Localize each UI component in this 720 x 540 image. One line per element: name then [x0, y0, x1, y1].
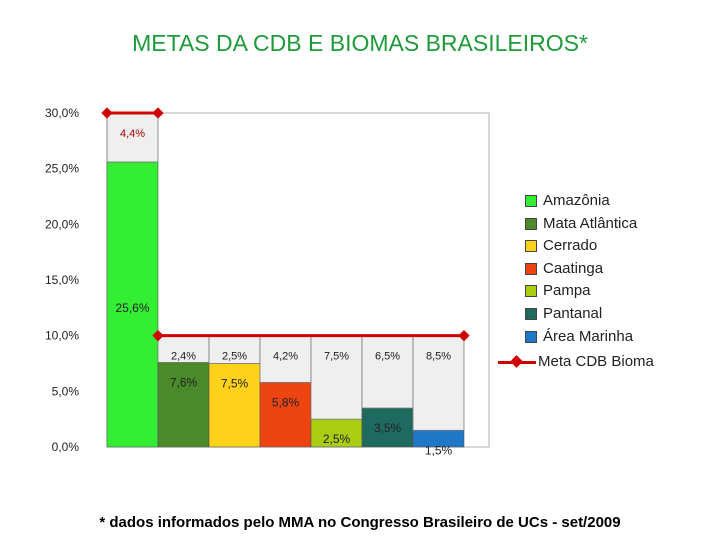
legend-item-pantanal: Pantanal [525, 303, 637, 326]
legend-item-amazonia: Amazônia [525, 190, 637, 213]
y-tick-label: 0,0% [52, 440, 80, 454]
data-label-protected: 5,8% [272, 395, 300, 409]
data-label-remaining: 7,5% [324, 351, 349, 363]
legend-swatch [525, 307, 537, 320]
legend-label: Pantanal [543, 304, 603, 322]
legend-label: Mata Atlântica [543, 214, 638, 232]
legend: Amazônia Mata Atlântica Cerrado Caatinga… [525, 190, 637, 348]
data-label-protected: 2,5% [323, 432, 351, 446]
bar-segment-remaining [106, 112, 159, 163]
legend-item-area-marinha: Área Marinha [525, 326, 637, 349]
data-labels-group: 25,6% 4,4% 7,6% 2,4% 7,5% 2,5% 5,8% 4,2% 2,5% 7,5… [115, 128, 452, 457]
legend-swatch [525, 285, 537, 298]
data-label-protected: 1,5% [425, 443, 453, 457]
y-tick-label: 15,0% [45, 273, 79, 287]
bars-group [106, 112, 465, 448]
target-line-marker [458, 330, 470, 342]
bar-segment-remaining [361, 335, 414, 409]
legend-item-pampa: Pampa [525, 280, 637, 303]
data-label-remaining: 4,4% [120, 128, 145, 140]
legend-item-target-line: Meta CDB Bioma [498, 353, 654, 370]
legend-label: Área Marinha [543, 327, 634, 345]
legend-swatch [525, 262, 537, 275]
footnote: * dados informados pelo MMA no Congresso… [99, 514, 621, 531]
legend-swatch [525, 217, 537, 230]
legend-item-mata-atlantica: Mata Atlântica [525, 213, 637, 236]
data-label-remaining: 2,5% [222, 351, 247, 363]
data-label-protected: 7,6% [170, 375, 198, 389]
bar-segment-protected [361, 407, 414, 448]
bar-segment-remaining [310, 335, 363, 420]
legend-label: Meta CDB Bioma [538, 353, 654, 370]
legend-item-caatinga: Caatinga [525, 258, 637, 281]
legend-swatch [525, 330, 537, 343]
bar-segment-protected [157, 362, 210, 448]
legend-swatch [525, 240, 537, 253]
bar-segment-remaining [157, 335, 210, 363]
bar-segment-remaining [412, 335, 465, 431]
data-label-remaining: 6,5% [375, 351, 400, 363]
bar-segment-protected [208, 363, 261, 448]
y-tick-label: 5,0% [52, 384, 80, 398]
bar-segment-protected [310, 418, 363, 448]
data-label-protected: 7,5% [221, 377, 249, 391]
y-tick-label: 25,0% [45, 162, 79, 176]
data-label-remaining: 4,2% [273, 351, 298, 363]
target-line-marker [152, 330, 164, 342]
legend-label: Cerrado [543, 237, 598, 255]
y-axis: 0,0% 5,0% 10,0% 15,0% 20,0% 25,0% 30,0% [45, 106, 79, 454]
legend-label: Pampa [543, 282, 591, 300]
legend-label: Caatinga [543, 259, 604, 277]
data-label-remaining: 2,4% [171, 351, 196, 363]
legend-swatch [525, 195, 537, 207]
y-tick-label: 20,0% [45, 217, 79, 231]
bar-segment-protected [259, 382, 312, 448]
bar-segment-remaining [259, 335, 312, 383]
data-label-protected: 25,6% [115, 301, 149, 315]
data-label-protected: 3,5% [374, 421, 402, 435]
y-tick-label: 10,0% [45, 329, 79, 343]
legend-item-cerrado: Cerrado [525, 235, 637, 258]
target-line-legend-symbol [498, 356, 536, 368]
legend-label: Amazônia [543, 192, 610, 209]
chart-title: METAS DA CDB E BIOMAS BRASILEIROS* [132, 30, 588, 56]
y-tick-label: 30,0% [45, 106, 79, 120]
data-label-remaining: 8,5% [426, 351, 451, 363]
